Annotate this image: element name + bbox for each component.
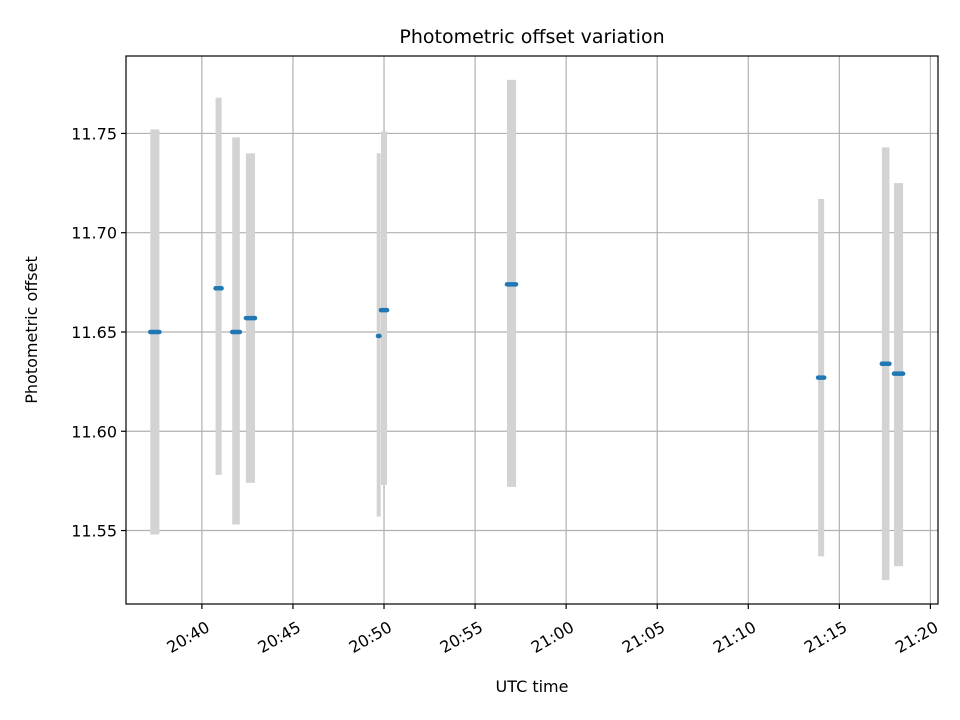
y-axis-label: Photometric offset — [22, 256, 41, 404]
y-axis-ticks: 11.55 11.60 11.65 11.70 11.75 — [71, 124, 126, 541]
chart-title: Photometric offset variation — [399, 26, 664, 48]
y-tick-label: 11.75 — [71, 124, 117, 143]
y-tick-label: 11.65 — [71, 323, 117, 342]
x-axis-label: UTC time — [496, 677, 569, 696]
plot-frame — [125, 55, 939, 605]
grid-layer — [126, 56, 938, 604]
point-layer — [148, 282, 906, 380]
y-tick-label: 11.70 — [71, 224, 117, 243]
y-tick-label: 11.60 — [71, 422, 117, 441]
y-tick-label: 11.55 — [71, 522, 117, 541]
